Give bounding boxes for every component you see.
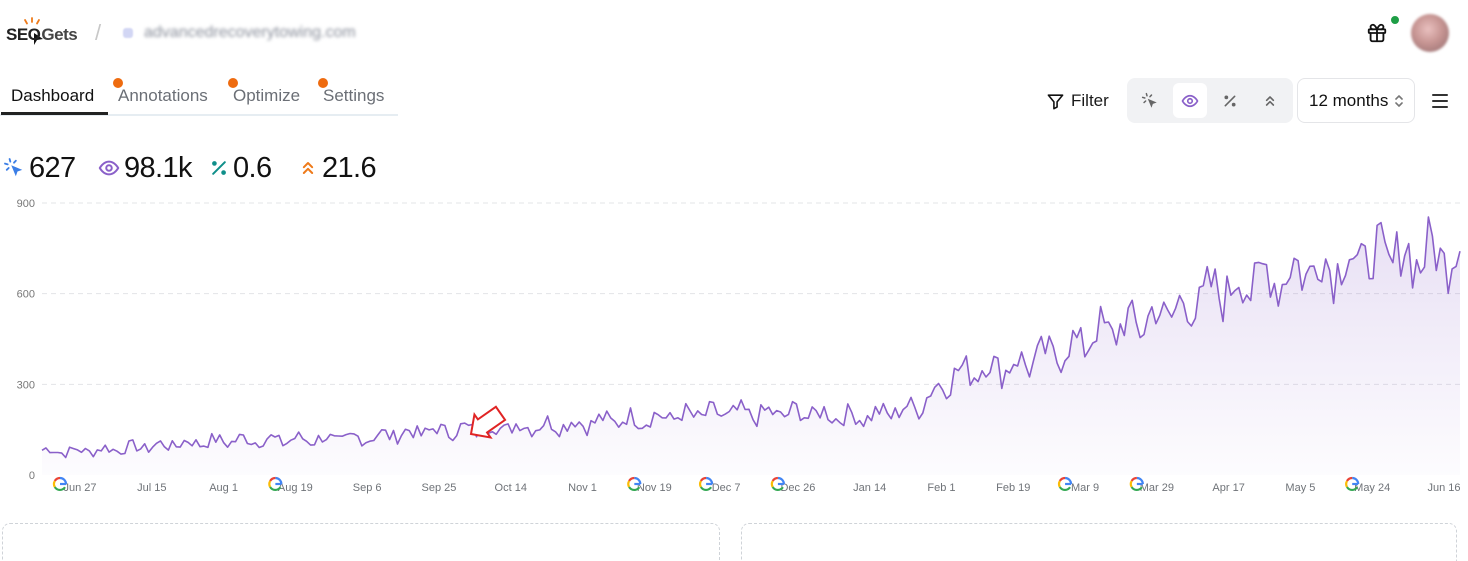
x-tick-label: Sep 25 <box>422 482 457 494</box>
bottom-card-right <box>741 523 1457 561</box>
x-tick-label: Mar 9 <box>1071 482 1099 494</box>
filter-button[interactable]: Filter <box>1046 86 1109 116</box>
filter-label: Filter <box>1071 91 1109 110</box>
x-tick-label: Sep 6 <box>353 482 382 494</box>
position-chevrons-icon <box>302 162 314 174</box>
x-tick-label: Nov 19 <box>637 482 672 494</box>
x-tick-label: Aug 1 <box>209 482 238 494</box>
position-chevrons-icon <box>1265 95 1275 106</box>
eye-icon <box>98 160 120 176</box>
google-update-icon[interactable] <box>268 476 283 492</box>
bottom-card-left <box>2 523 720 561</box>
position-metric-toggle[interactable] <box>1253 83 1287 118</box>
metric-toggle-group <box>1127 78 1293 123</box>
seogets-logo[interactable]: SEOGets <box>6 16 96 52</box>
tab-settings[interactable]: Settings <box>323 86 385 105</box>
tab-annotations[interactable]: Annotations <box>118 86 208 105</box>
x-tick-label: Aug 19 <box>278 482 313 494</box>
google-update-icon[interactable] <box>1057 476 1073 492</box>
chart-series-line <box>41 216 1461 459</box>
impressions-metric-toggle[interactable] <box>1173 83 1207 118</box>
x-tick-label: Dec 26 <box>780 482 815 494</box>
x-tick-label: Jan 14 <box>853 482 886 494</box>
x-tick-label: Dec 7 <box>712 482 741 494</box>
x-tick-label: Jul 15 <box>137 482 166 494</box>
annotation-arrow <box>469 405 507 439</box>
date-range-select[interactable]: 12 months <box>1297 78 1415 123</box>
eye-icon <box>1181 94 1199 107</box>
clicks-metric-toggle[interactable] <box>1133 83 1167 118</box>
site-selector[interactable]: advancedrecoverytowing.com <box>144 24 356 41</box>
stat-clicks: 627 <box>3 148 76 188</box>
tab-optimize[interactable]: Optimize <box>233 86 301 105</box>
impressions-chart[interactable]: 0 300 600 900 Jun 27 Jul 15 Aug 1 Aug 19 Sep 6 S… <box>0 190 1468 500</box>
percent-icon <box>1224 94 1236 107</box>
stat-ctr-value: 0.6 <box>233 151 272 184</box>
gift-icon[interactable] <box>1366 22 1388 44</box>
google-update-icon[interactable] <box>52 476 68 492</box>
settings-notification-dot <box>318 78 328 88</box>
stat-impressions: 98.1k <box>98 148 193 188</box>
y-tick-label: 600 <box>17 289 35 301</box>
active-tab-indicator <box>1 112 108 115</box>
x-tick-label: Apr 17 <box>1212 482 1244 494</box>
x-tick-label: Jun 27 <box>63 482 96 494</box>
site-favicon-icon <box>123 28 133 38</box>
breadcrumb-separator: / <box>95 20 102 45</box>
cursor-click-icon <box>1141 92 1157 108</box>
stat-position-value: 21.6 <box>322 151 377 184</box>
stat-ctr: 0.6 <box>209 148 272 188</box>
x-tick-label: Feb 19 <box>996 482 1030 494</box>
annotations-notification-dot <box>113 78 123 88</box>
x-tick-label: May 24 <box>1354 482 1390 494</box>
google-update-icon[interactable] <box>699 476 714 492</box>
date-range-label: 12 months <box>1309 90 1389 110</box>
y-tick-label: 300 <box>17 379 35 391</box>
cursor-click-icon <box>4 158 23 177</box>
y-tick-label: 900 <box>17 198 35 210</box>
filter-icon <box>1047 93 1064 109</box>
x-tick-label: Nov 1 <box>568 482 597 494</box>
x-tick-label: May 5 <box>1285 482 1315 494</box>
logo-sparkle-icon <box>24 17 43 45</box>
tab-dashboard[interactable]: Dashboard <box>11 86 95 105</box>
tab-bar: Dashboard Annotations Optimize Settings <box>0 76 398 116</box>
x-tick-label: Feb 1 <box>927 482 955 494</box>
x-tick-label: Jun 16 <box>1427 482 1460 494</box>
logo-seo: SEO <box>6 25 41 44</box>
percent-icon <box>212 161 226 175</box>
notification-dot <box>1389 14 1401 26</box>
user-avatar[interactable] <box>1411 14 1449 52</box>
chart-area <box>42 217 1460 475</box>
google-update-icon[interactable] <box>1345 476 1360 492</box>
x-tick-label: Oct 14 <box>495 482 527 494</box>
optimize-notification-dot <box>228 78 238 88</box>
google-update-icon[interactable] <box>770 476 785 492</box>
google-update-icon[interactable] <box>1129 476 1144 492</box>
stat-position: 21.6 <box>298 148 377 188</box>
chevron-updown-icon <box>1395 95 1403 107</box>
ctr-metric-toggle[interactable] <box>1213 83 1247 118</box>
google-update-icon[interactable] <box>627 476 642 492</box>
y-tick-label: 0 <box>29 470 35 482</box>
stat-impressions-value: 98.1k <box>124 151 193 184</box>
stat-clicks-value: 627 <box>29 151 76 184</box>
menu-icon[interactable] <box>1430 90 1450 112</box>
logo-gets: Gets <box>41 25 78 44</box>
x-tick-label: Mar 29 <box>1140 482 1174 494</box>
